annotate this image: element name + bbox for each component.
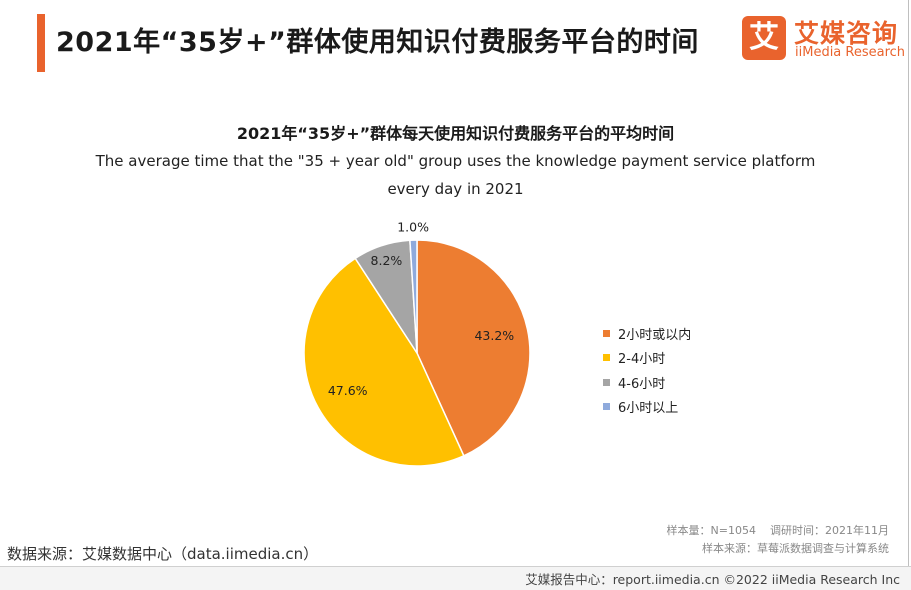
- logo-mark: 艾: [742, 16, 786, 60]
- pie-data-label: 1.0%: [397, 220, 429, 235]
- chart-title: 2021年“35岁+”群体每天使用知识付费服务平台的平均时间: [236, 124, 675, 143]
- data-source: 数据来源：艾媒数据中心（data.iimedia.cn）: [7, 545, 319, 563]
- legend-item: 2小时或以内: [603, 321, 691, 346]
- chart-legend: 2小时或以内 2-4小时 4-6小时 6小时以上: [603, 321, 691, 419]
- footer-strip: 艾媒报告中心：report.iimedia.cn ©2022 iiMedia R…: [0, 566, 911, 590]
- title-accent-bar: [37, 14, 45, 72]
- legend-item: 6小时以上: [603, 395, 691, 420]
- legend-label: 6小时以上: [618, 401, 679, 417]
- pie-data-label: 8.2%: [371, 253, 403, 268]
- pie-slice: [416, 239, 531, 457]
- legend-item: 2-4小时: [603, 346, 691, 371]
- pie-slice: [409, 239, 418, 354]
- legend-label: 2-4小时: [618, 352, 666, 368]
- legend-swatch: [603, 329, 610, 337]
- legend-swatch: [603, 354, 610, 362]
- chart-subtitle: The average time that the "35 + year old…: [0, 147, 911, 203]
- copyright: 艾媒报告中心：report.iimedia.cn ©2022 iiMedia R…: [525, 572, 900, 587]
- legend-label: 4-6小时: [618, 376, 666, 392]
- chart-subtitle-line-2: every day in 2021: [387, 180, 524, 198]
- pie-data-label: 47.6%: [328, 383, 368, 398]
- sample-source: 样本来源：草莓派数据调查与计算系统: [702, 542, 889, 555]
- legend-label: 2小时或以内: [618, 327, 692, 343]
- frame-border: [908, 0, 909, 566]
- page-title: 2021年“35岁+”群体使用知识付费服务平台的时间: [56, 27, 699, 58]
- pie-slice: [303, 257, 465, 467]
- survey-meta-line-1: 样本量：N=1054 调研时间：2021年11月: [667, 522, 889, 540]
- pie-data-label: 43.2%: [474, 328, 514, 343]
- logo-name-en: iiMedia Research: [795, 45, 906, 60]
- legend-item: 4-6小时: [603, 370, 691, 395]
- legend-swatch: [603, 378, 610, 386]
- survey-meta: 样本量：N=1054 调研时间：2021年11月 样本来源：草莓派数据调查与计算…: [667, 522, 889, 558]
- chart-subtitle-line-1: The average time that the "35 + year old…: [95, 152, 816, 170]
- sample-size: 样本量：N=1054: [666, 524, 756, 537]
- iimedia-logo: 艾 艾媒咨询 iiMedia Research: [742, 14, 906, 66]
- logo-name-cn: 艾媒咨询: [794, 19, 899, 48]
- legend-swatch: [603, 403, 610, 411]
- survey-time: 调研时间：2021年11月: [770, 524, 889, 537]
